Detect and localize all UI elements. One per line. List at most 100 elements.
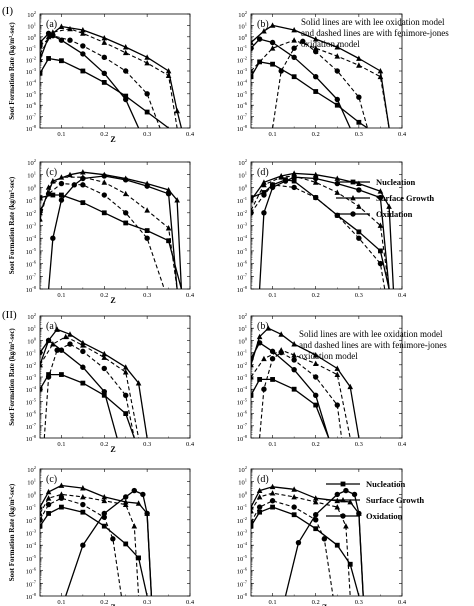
x-tick-label: 0.2 bbox=[100, 292, 108, 299]
y-tick-label-exponent: 0 bbox=[245, 33, 248, 38]
x-tick-label: 0.1 bbox=[269, 599, 277, 606]
y-tick-label: 10-8 bbox=[26, 285, 37, 294]
y-tick-label-exponent: -8 bbox=[32, 285, 36, 290]
nucleation-solid-point bbox=[123, 411, 129, 416]
surface-growth-dashed-line bbox=[251, 39, 390, 128]
oxidation-solid-point bbox=[351, 491, 358, 498]
y-tick-label-exponent: -6 bbox=[32, 410, 36, 415]
nucleation-solid-point bbox=[291, 178, 297, 184]
y-tick-label-exponent: -7 bbox=[243, 272, 247, 277]
y-tick-label-exponent: 1 bbox=[34, 171, 36, 176]
nucleation-solid-point bbox=[144, 228, 150, 233]
y-tick-label: 10-7 bbox=[237, 272, 248, 281]
y-tick-label: 10-5 bbox=[237, 397, 248, 406]
y-tick-label: 10-2 bbox=[237, 56, 247, 65]
y-tick-label-exponent: -3 bbox=[243, 529, 247, 534]
y-tick-label: 10-2 bbox=[26, 361, 36, 370]
y-tick-label-exponent: -6 bbox=[32, 260, 36, 265]
surface-growth-dashed-point bbox=[80, 174, 86, 180]
surface-growth-dashed-point bbox=[251, 374, 254, 380]
y-tick-label: 10-1 bbox=[26, 44, 36, 53]
surface-growth-solid-point bbox=[165, 68, 172, 74]
legend-item-nucleation: Nucleation bbox=[336, 177, 415, 187]
x-tick-label: 0.3 bbox=[355, 599, 363, 606]
y-tick-label-exponent: -2 bbox=[32, 516, 36, 521]
oxidation-solid-point bbox=[101, 510, 107, 517]
y-tick-label-exponent: -1 bbox=[32, 503, 36, 508]
surface-growth-solid-point bbox=[256, 487, 263, 493]
y-tick-label-exponent: -7 bbox=[32, 272, 36, 277]
y-tick-label-exponent: 0 bbox=[245, 183, 248, 188]
nucleation-solid-line bbox=[251, 179, 390, 289]
y-tick-label: 10-2 bbox=[26, 56, 36, 65]
surface-growth-solid-point bbox=[356, 55, 362, 61]
oxidation-solid-point bbox=[334, 180, 340, 187]
y-tick-label: 100 bbox=[238, 490, 248, 499]
y-tick-label: 10-6 bbox=[26, 260, 37, 269]
y-tick-label-exponent: -3 bbox=[243, 67, 247, 72]
y-tick-label: 101 bbox=[238, 21, 247, 30]
oxidation-solid-point bbox=[313, 175, 319, 182]
nucleation-solid-point bbox=[313, 402, 319, 408]
surface-growth-dashed-point bbox=[269, 45, 276, 51]
oxidation-dashed-point bbox=[300, 38, 306, 45]
oxidation-dashed-line bbox=[43, 343, 135, 438]
y-tick-label: 10-6 bbox=[26, 101, 37, 110]
y-tick-label-exponent: 0 bbox=[34, 336, 37, 341]
nucleation-solid-line bbox=[251, 61, 368, 128]
oxidation-solid-line bbox=[40, 32, 140, 128]
legend-label: Oxidation bbox=[366, 511, 403, 521]
legend-item-surface-growth: Surface Growth bbox=[326, 495, 424, 505]
surface-growth-dashed-point bbox=[101, 39, 108, 45]
surface-growth-dashed-point bbox=[80, 342, 86, 348]
y-tick-label-exponent: 2 bbox=[245, 10, 247, 15]
x-tick-label: 0.1 bbox=[57, 441, 65, 448]
nucleation-solid-point bbox=[356, 119, 362, 125]
y-tick-label-exponent: -8 bbox=[32, 592, 36, 597]
nucleation-solid-point bbox=[270, 504, 275, 510]
legend-marker-triangle bbox=[350, 195, 356, 201]
x-tick-label: 0.4 bbox=[398, 131, 407, 138]
y-tick-label-exponent: -6 bbox=[243, 260, 247, 265]
oxidation-solid-point bbox=[80, 542, 86, 548]
chart-panel-2: 10-810-710-610-510-410-310-210-110010110… bbox=[237, 10, 407, 138]
oxidation-dashed-point bbox=[45, 374, 52, 380]
oxidation-dashed-point bbox=[278, 68, 284, 74]
y-tick-label-exponent: -1 bbox=[243, 503, 247, 508]
y-tick-label-exponent: -8 bbox=[243, 285, 247, 290]
nucleation-solid-point bbox=[80, 200, 86, 206]
oxidation-solid-line bbox=[65, 489, 153, 596]
y-tick-label-exponent: -5 bbox=[243, 397, 247, 402]
nucleation-solid-point bbox=[347, 561, 353, 567]
nucleation-solid-point bbox=[356, 229, 362, 235]
oxidation-solid-point bbox=[58, 197, 65, 203]
y-tick-label-exponent: -7 bbox=[32, 579, 36, 584]
oxidation-dashed-point bbox=[334, 402, 340, 408]
nucleation-solid-point bbox=[251, 74, 254, 80]
oxidation-solid-point bbox=[140, 491, 146, 498]
x-tick-label: 0.2 bbox=[312, 292, 320, 299]
y-tick-label: 100 bbox=[27, 490, 37, 499]
oxidation-dashed-point bbox=[261, 192, 267, 198]
y-tick-label-exponent: 2 bbox=[34, 10, 36, 15]
y-tick-label-exponent: -4 bbox=[32, 234, 36, 239]
chart-panel-1: 10-810-710-610-510-410-310-210-110010110… bbox=[8, 10, 195, 144]
plot-frame bbox=[39, 468, 191, 597]
y-tick-label-exponent: -3 bbox=[32, 67, 36, 72]
surface-growth-solid-point bbox=[251, 504, 254, 510]
y-tick-label-exponent: 0 bbox=[34, 490, 37, 495]
nucleation-solid-point bbox=[101, 210, 107, 216]
x-tick-label: 0.4 bbox=[398, 292, 407, 299]
y-tick-label: 10-1 bbox=[26, 503, 36, 512]
y-tick-label: 101 bbox=[238, 324, 247, 333]
y-tick-label: 10-6 bbox=[237, 101, 248, 110]
y-tick-label-exponent: -1 bbox=[32, 349, 36, 354]
legend-marker-circle bbox=[350, 211, 356, 217]
surface-growth-dashed-point bbox=[269, 490, 276, 496]
surface-growth-dashed-point bbox=[101, 497, 108, 504]
oxidation-dashed-point bbox=[356, 94, 362, 100]
y-tick-label: 10-7 bbox=[237, 579, 248, 588]
oxidation-solid-point bbox=[144, 510, 150, 517]
y-tick-label-exponent: -3 bbox=[243, 373, 247, 378]
oxidation-dashed-point bbox=[269, 498, 276, 504]
